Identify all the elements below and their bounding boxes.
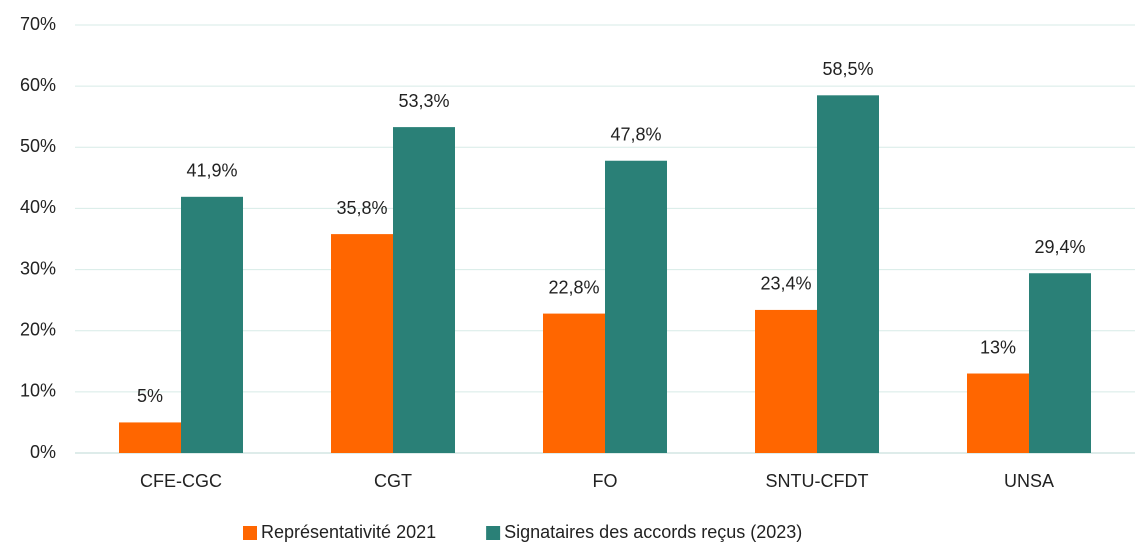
x-tick-label: CGT (374, 471, 412, 491)
bar (1029, 273, 1091, 453)
bar (755, 309, 817, 453)
data-label: 41,9% (186, 161, 237, 181)
data-label: 29,4% (1034, 237, 1085, 257)
data-label: 22,8% (548, 277, 599, 297)
data-label: 13% (980, 337, 1016, 357)
legend-label: Signataires des accords reçus (2023) (504, 522, 802, 542)
data-label: 47,8% (610, 124, 661, 144)
data-label: 35,8% (336, 198, 387, 218)
x-tick-label: FO (593, 471, 618, 491)
y-tick-label: 30% (20, 258, 56, 278)
y-tick-label: 50% (20, 136, 56, 156)
legend-label: Représentativité 2021 (261, 522, 436, 542)
y-tick-label: 70% (20, 14, 56, 34)
x-tick-label: UNSA (1004, 471, 1054, 491)
data-label: 23,4% (760, 274, 811, 294)
x-tick-label: CFE-CGC (140, 471, 222, 491)
bar (967, 373, 1029, 453)
x-tick-label: SNTU-CFDT (766, 471, 869, 491)
bar (331, 234, 393, 453)
bar (817, 95, 879, 454)
data-label: 53,3% (398, 91, 449, 111)
data-label: 5% (137, 386, 163, 406)
y-tick-label: 20% (20, 319, 56, 339)
legend-swatch (243, 526, 257, 540)
legend-swatch (486, 526, 501, 540)
y-tick-label: 10% (20, 381, 56, 401)
bar (605, 160, 667, 454)
bar (543, 313, 605, 453)
bar (181, 196, 243, 453)
bar (393, 127, 455, 453)
y-tick-label: 60% (20, 75, 56, 95)
y-tick-label: 0% (30, 442, 56, 462)
data-label: 58,5% (822, 59, 873, 79)
bar (119, 422, 181, 453)
y-tick-label: 40% (20, 197, 56, 217)
